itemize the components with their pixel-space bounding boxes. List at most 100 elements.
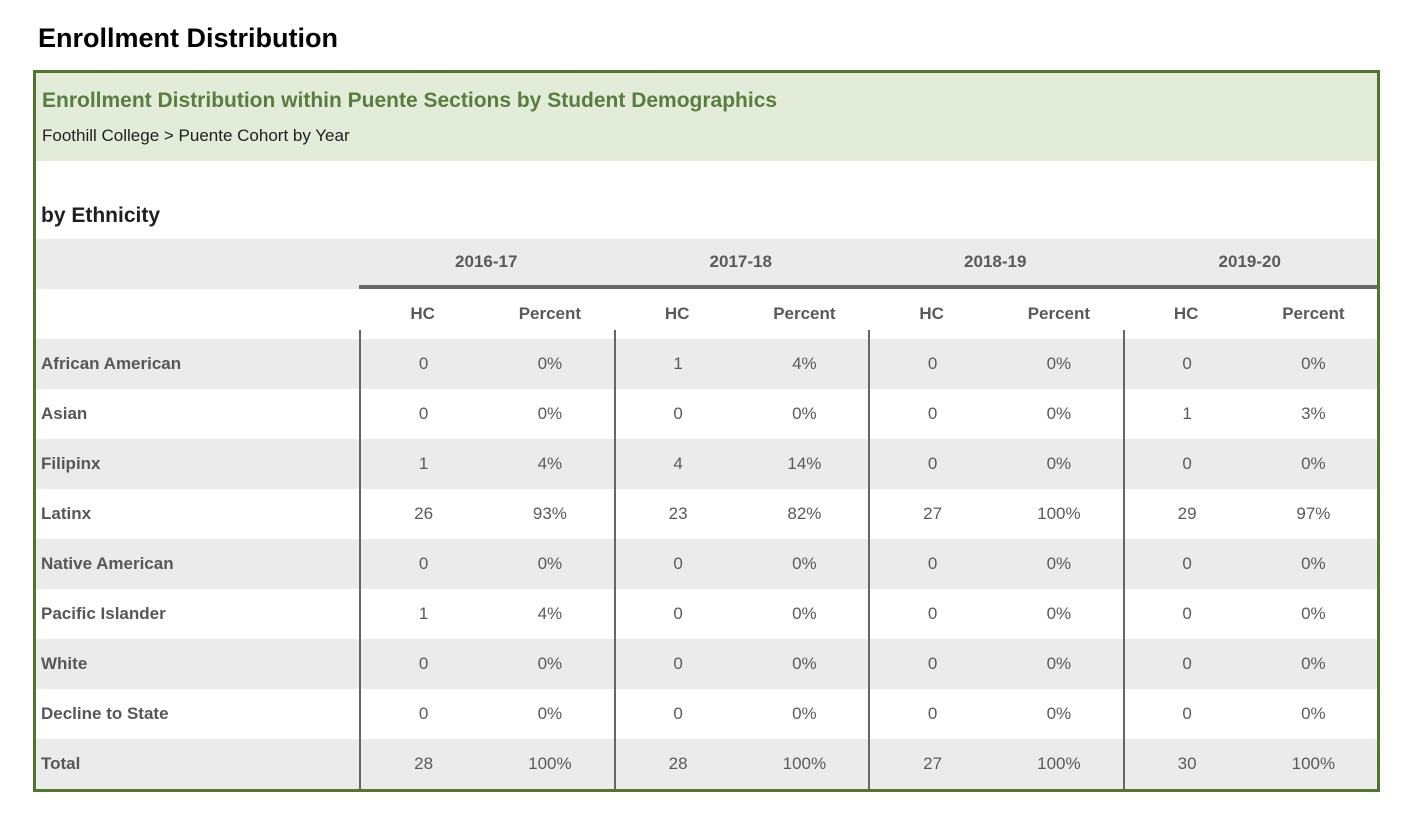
table-row: White 0 0% 0 0% 0 0% 0 0% bbox=[36, 639, 1377, 689]
hc-value-cell: 0 bbox=[868, 439, 995, 489]
ethnicity-table: 2016-17 2017-18 2018-19 2019-20 HC Percent HC… bbox=[36, 239, 1377, 789]
percent-value-cell: 0% bbox=[792, 554, 817, 573]
row-label: Total bbox=[41, 754, 81, 773]
row-label: Native American bbox=[41, 554, 174, 573]
subheader-label-spacer bbox=[36, 289, 359, 339]
year-header: 2016-17 bbox=[455, 252, 518, 271]
hc-value-cell: 0 bbox=[1122, 339, 1250, 389]
percent-value-cell: 93% bbox=[532, 504, 567, 523]
table-row: Native American 0 0% 0 0% 0 0% 0 0% bbox=[36, 539, 1377, 589]
hc-value-cell: 0 bbox=[359, 639, 486, 689]
percent-value-cell: 0% bbox=[792, 604, 817, 623]
subheader-percent: Percent bbox=[1027, 304, 1091, 323]
hc-value-cell: 0 bbox=[359, 689, 486, 739]
hc-value-cell: 0 bbox=[868, 689, 995, 739]
percent-value-cell: 0% bbox=[1046, 354, 1072, 373]
hc-value-cell: 1 bbox=[359, 439, 486, 489]
percent-value-cell: 3% bbox=[1301, 404, 1326, 423]
hc-value-cell: 28 bbox=[359, 739, 486, 789]
percent-value-cell: 0% bbox=[1301, 704, 1326, 723]
percent-value-cell: 4% bbox=[792, 354, 817, 373]
percent-value-cell: 4% bbox=[537, 604, 563, 623]
hc-value-cell: 0 bbox=[868, 639, 995, 689]
table-row: Latinx 26 93% 23 82% 27 100% 29 97% bbox=[36, 489, 1377, 539]
report-title: Enrollment Distribution within Puente Se… bbox=[42, 89, 778, 112]
percent-value-cell: 4% bbox=[537, 454, 563, 473]
hc-value-cell: 0 bbox=[868, 589, 995, 639]
percent-value-cell: 100% bbox=[1037, 504, 1081, 523]
percent-value-cell: 0% bbox=[1046, 454, 1072, 473]
table-row: Asian 0 0% 0 0% 0 0% 1 3% bbox=[36, 389, 1377, 439]
hc-value-cell: 0 bbox=[613, 639, 741, 689]
subheader-hc: HC bbox=[868, 289, 995, 339]
percent-value-cell: 0% bbox=[537, 354, 563, 373]
hc-value-cell: 0 bbox=[1122, 539, 1250, 589]
hc-value-cell: 0 bbox=[613, 689, 741, 739]
table-body: African American 0 0% 1 4% 0 0% 0 0% Asian 0 0% 0 0% 0… bbox=[36, 339, 1377, 789]
hc-value-cell: 1 bbox=[359, 589, 486, 639]
year-header: 2019-20 bbox=[1218, 252, 1281, 271]
hc-value-cell: 0 bbox=[613, 389, 741, 439]
percent-value-cell: 0% bbox=[1301, 354, 1326, 373]
percent-value-cell: 0% bbox=[1301, 554, 1326, 573]
row-label: Pacific Islander bbox=[41, 604, 166, 623]
subheader-hc: HC bbox=[1122, 289, 1250, 339]
row-label: Filipinx bbox=[41, 454, 101, 473]
percent-value-cell: 0% bbox=[537, 404, 563, 423]
percent-value-cell: 97% bbox=[1296, 504, 1331, 523]
hc-value-cell: 0 bbox=[613, 539, 741, 589]
row-label: White bbox=[41, 654, 88, 673]
hc-value-cell: 0 bbox=[1122, 589, 1250, 639]
hc-value-cell: 0 bbox=[359, 389, 486, 439]
percent-value-cell: 82% bbox=[787, 504, 822, 523]
percent-value-cell: 0% bbox=[1046, 654, 1072, 673]
year-header: 2017-18 bbox=[709, 252, 772, 271]
hc-value-cell: 0 bbox=[1122, 639, 1250, 689]
table-row: Pacific Islander 1 4% 0 0% 0 0% 0 0% bbox=[36, 589, 1377, 639]
percent-value-cell: 0% bbox=[792, 654, 817, 673]
year-header-label-spacer bbox=[36, 239, 359, 289]
percent-value-cell: 0% bbox=[537, 654, 563, 673]
hc-value-cell: 29 bbox=[1122, 489, 1250, 539]
hc-value-cell: 0 bbox=[868, 389, 995, 439]
percent-value-cell: 0% bbox=[537, 554, 563, 573]
percent-value-cell: 0% bbox=[1046, 704, 1072, 723]
percent-value-cell: 100% bbox=[1037, 754, 1081, 773]
hc-value-cell: 0 bbox=[1122, 689, 1250, 739]
hc-value-cell: 1 bbox=[1122, 389, 1250, 439]
year-header: 2018-19 bbox=[964, 252, 1027, 271]
report-container: Enrollment Distribution within Puente Se… bbox=[33, 70, 1380, 792]
hc-value-cell: 28 bbox=[613, 739, 741, 789]
hc-value-cell: 27 bbox=[868, 489, 995, 539]
percent-value-cell: 100% bbox=[528, 754, 572, 773]
report-header: Enrollment Distribution within Puente Se… bbox=[36, 73, 1377, 161]
subheader-percent: Percent bbox=[518, 304, 582, 323]
percent-value-cell: 0% bbox=[1046, 554, 1072, 573]
percent-value-cell: 0% bbox=[792, 704, 817, 723]
hc-value-cell: 27 bbox=[868, 739, 995, 789]
row-label: Latinx bbox=[41, 504, 92, 523]
row-label: African American bbox=[41, 354, 182, 373]
percent-value-cell: 100% bbox=[1291, 754, 1336, 773]
hc-value-cell: 0 bbox=[868, 539, 995, 589]
year-header-groups: 2016-17 2017-18 2018-19 2019-20 bbox=[359, 239, 1377, 289]
hc-value-cell: 0 bbox=[613, 589, 741, 639]
percent-value-cell: 100% bbox=[782, 754, 827, 773]
subheader-row: HC Percent HC Percent HC Percent HC Percent bbox=[36, 289, 1377, 339]
breadcrumb: Foothill College > Puente Cohort by Year bbox=[42, 126, 350, 145]
row-label: Decline to State bbox=[41, 704, 169, 723]
percent-value-cell: 0% bbox=[1046, 604, 1072, 623]
hc-value-cell: 0 bbox=[868, 339, 995, 389]
hc-value-cell: 0 bbox=[359, 339, 486, 389]
year-header-row: 2016-17 2017-18 2018-19 2019-20 bbox=[36, 239, 1377, 289]
table-row: Total 28 100% 28 100% 27 100% 30 100% bbox=[36, 739, 1377, 789]
percent-value-cell: 0% bbox=[1301, 454, 1326, 473]
hc-value-cell: 30 bbox=[1122, 739, 1250, 789]
hc-value-cell: 23 bbox=[613, 489, 741, 539]
hc-value-cell: 0 bbox=[359, 539, 486, 589]
table-row: Filipinx 1 4% 4 14% 0 0% 0 0% bbox=[36, 439, 1377, 489]
table-row: African American 0 0% 1 4% 0 0% 0 0% bbox=[36, 339, 1377, 389]
hc-value-cell: 26 bbox=[359, 489, 486, 539]
hc-value-cell: 0 bbox=[1122, 439, 1250, 489]
subheader-percent: Percent bbox=[1282, 304, 1345, 323]
